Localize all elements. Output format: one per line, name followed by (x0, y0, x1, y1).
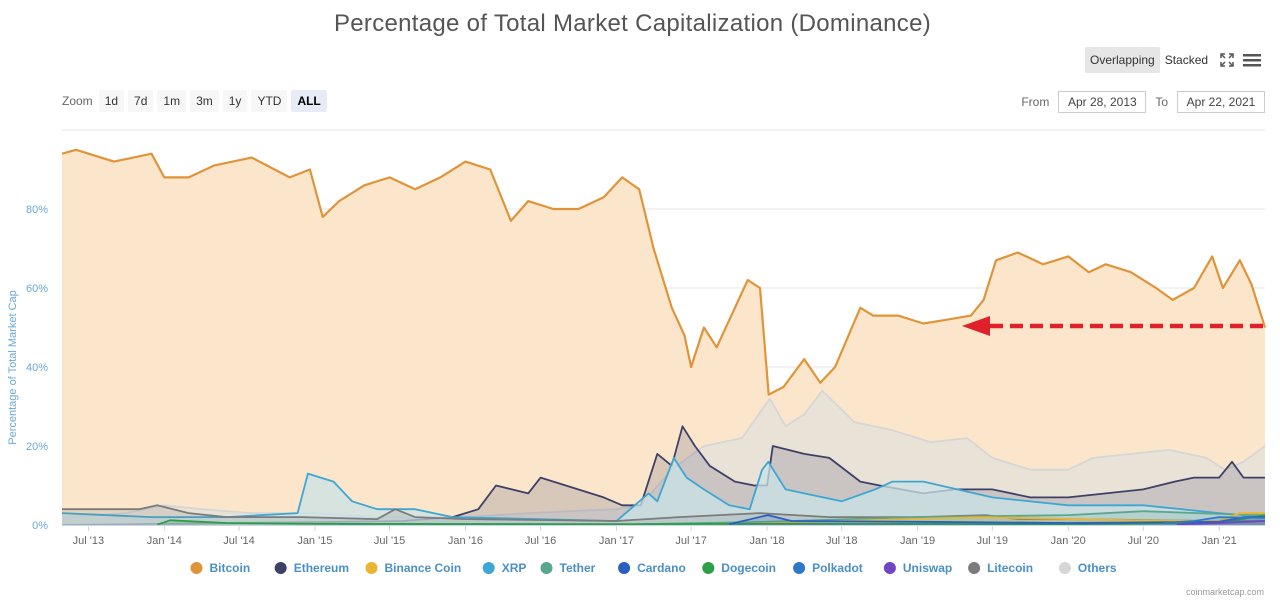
series-area-litecoin (62, 505, 1265, 525)
legend-marker-tether[interactable] (540, 562, 553, 574)
legend-item-cardano[interactable]: Cardano (637, 561, 686, 575)
menu-icon[interactable] (1241, 49, 1263, 71)
legend-marker-cardano[interactable] (618, 562, 631, 574)
legend-marker-polkadot[interactable] (793, 562, 806, 574)
legend-item-polkadot[interactable]: Polkadot (812, 561, 863, 575)
legend-marker-others[interactable] (1058, 562, 1071, 574)
mode-toolbar: Overlapping Stacked (1085, 47, 1263, 73)
legend-marker-uniswap[interactable] (883, 562, 896, 574)
annotation-arrow-head (962, 316, 990, 336)
x-tick-label: Jul '16 (525, 535, 556, 547)
x-tick-label: Jan '17 (599, 535, 634, 547)
legend-item-xrp[interactable]: XRP (502, 561, 527, 575)
series-area-bitcoin (62, 149, 1265, 526)
credit-link[interactable]: coinmarketcap.com (1185, 587, 1264, 597)
zoom-7d-button[interactable]: 7d (128, 90, 154, 112)
legend-item-others[interactable]: Others (1078, 561, 1117, 575)
legend-item-ethereum[interactable]: Ethereum (294, 561, 349, 575)
legend-marker-litecoin[interactable] (968, 562, 981, 574)
from-date-input[interactable]: Apr 28, 2013 (1058, 91, 1147, 113)
x-tick-label: Jul '17 (675, 535, 706, 547)
legend-marker-ethereum[interactable] (274, 562, 287, 574)
zoom-3m-button[interactable]: 3m (190, 90, 219, 112)
x-tick-label: Jan '20 (1051, 535, 1086, 547)
x-tick-label: Jul '14 (223, 535, 254, 547)
zoom-all-button[interactable]: ALL (291, 90, 327, 112)
legend-marker-bitcoin[interactable] (190, 562, 203, 574)
zoom-selector: Zoom 1d 7d 1m 3m 1y YTD ALL (62, 90, 327, 112)
from-label: From (1021, 95, 1050, 109)
x-tick-label: Jul '19 (977, 535, 1008, 547)
series-line-xrp[interactable] (61, 457, 1266, 522)
x-tick-label: Jan '14 (147, 535, 182, 547)
legend-item-tether[interactable]: Tether (560, 561, 596, 575)
x-tick-label: Jan '15 (297, 535, 332, 547)
zoom-ytd-button[interactable]: YTD (251, 90, 288, 112)
chart-title: Percentage of Total Market Capitalizatio… (333, 10, 932, 37)
legend-item-dogecoin[interactable]: Dogecoin (721, 561, 776, 575)
x-tick-label: Jan '16 (448, 535, 483, 547)
legend-item-binance-coin[interactable]: Binance Coin (385, 561, 462, 575)
fullscreen-icon[interactable] (1216, 49, 1238, 71)
x-tick-label: Jul '13 (73, 535, 104, 547)
y-tick-label: 0% (32, 520, 48, 532)
zoom-1y-button[interactable]: 1y (222, 90, 248, 112)
date-range: From Apr 28, 2013 To Apr 22, 2021 (1018, 91, 1265, 113)
zoom-1m-button[interactable]: 1m (157, 90, 187, 112)
legend-item-bitcoin[interactable]: Bitcoin (210, 561, 251, 575)
stacked-button[interactable]: Stacked (1164, 53, 1209, 67)
zoom-label: Zoom (62, 94, 93, 108)
to-date-input[interactable]: Apr 22, 2021 (1177, 91, 1265, 113)
x-tick-label: Jan '21 (1202, 535, 1237, 547)
legend-marker-xrp[interactable] (482, 562, 495, 574)
y-tick-label: 20% (26, 441, 48, 453)
overlapping-button[interactable]: Overlapping (1085, 47, 1160, 73)
x-tick-label: Jul '20 (1128, 535, 1159, 547)
series-area-polkadot (1163, 517, 1265, 525)
zoom-1d-button[interactable]: 1d (98, 90, 125, 112)
x-tick-label: Jan '18 (749, 535, 784, 547)
series-area-tether (339, 511, 1265, 525)
series-area-xrp (62, 457, 1265, 525)
y-tick-label: 60% (26, 283, 48, 295)
legend-item-litecoin[interactable]: Litecoin (987, 561, 1033, 575)
x-tick-label: Jul '15 (374, 535, 405, 547)
series-line-uniswap[interactable] (1176, 520, 1266, 526)
x-tick-label: Jan '19 (900, 535, 935, 547)
legend-item-uniswap[interactable]: Uniswap (903, 561, 952, 575)
legend-marker-binance-coin[interactable] (365, 562, 378, 574)
x-tick-label: Jul '18 (826, 535, 857, 547)
series-line-polkadot[interactable] (1163, 516, 1266, 524)
y-tick-label: 80% (26, 204, 48, 216)
series-line-bitcoin[interactable] (61, 148, 1267, 396)
y-axis-label: Percentage of Total Market Cap (7, 290, 19, 445)
y-tick-label: 40% (26, 362, 48, 374)
to-label: To (1155, 95, 1168, 109)
legend-marker-dogecoin[interactable] (702, 562, 715, 574)
